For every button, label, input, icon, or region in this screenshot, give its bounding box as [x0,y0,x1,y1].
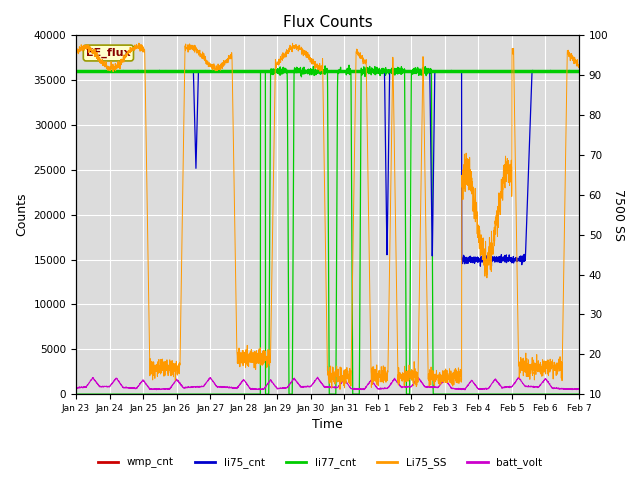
X-axis label: Time: Time [312,419,343,432]
Text: EE_flux: EE_flux [86,48,131,58]
Title: Flux Counts: Flux Counts [283,15,372,30]
Y-axis label: Counts: Counts [15,193,28,237]
Y-axis label: 7500 SS: 7500 SS [612,189,625,241]
Legend: wmp_cnt, li75_cnt, li77_cnt, Li75_SS, batt_volt: wmp_cnt, li75_cnt, li77_cnt, Li75_SS, ba… [93,453,547,472]
